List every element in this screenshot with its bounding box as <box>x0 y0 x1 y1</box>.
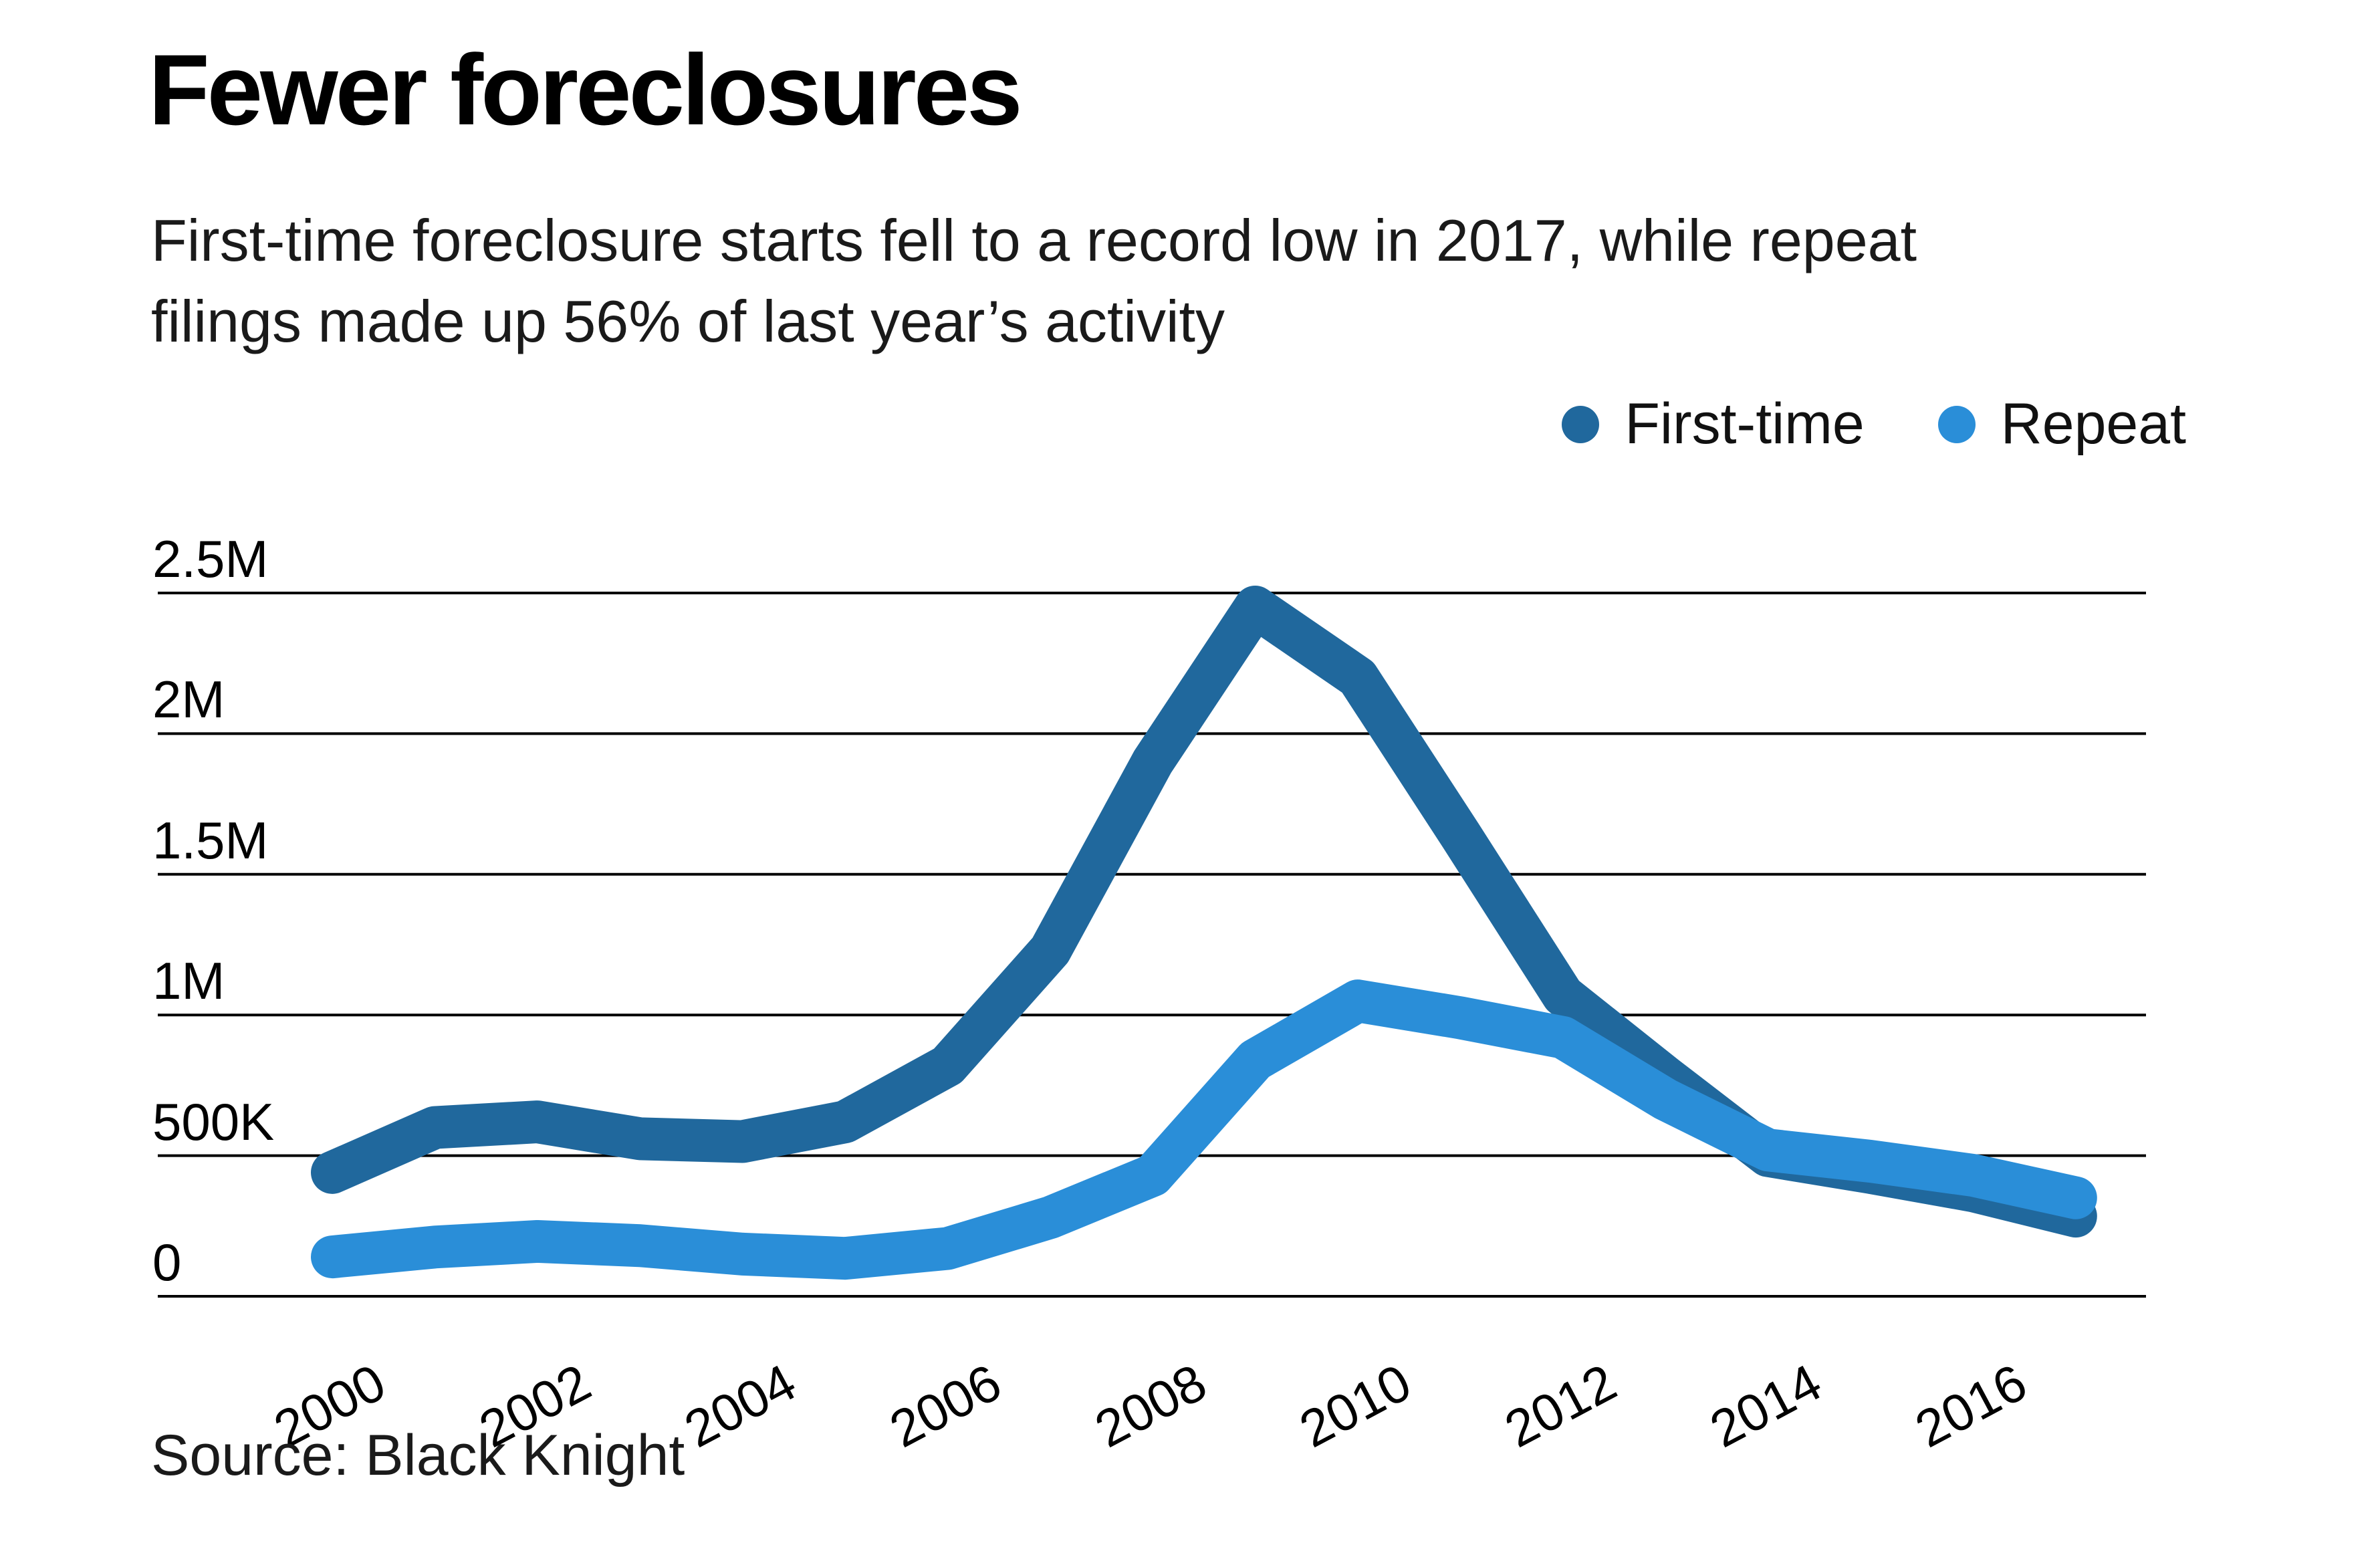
y-tick-label-2M: 2M <box>152 670 225 729</box>
y-tick-label-1.5M: 1.5M <box>152 810 269 870</box>
legend-item-repeat: Repeat <box>1937 391 2186 457</box>
y-tick-label-2.5M: 2.5M <box>152 529 269 588</box>
chart-legend: First-time Repeat <box>1562 391 2186 457</box>
page-subtitle: First-time foreclosure starts fell to a … <box>151 207 1917 354</box>
legend-label-repeat: Repeat <box>2000 392 2186 456</box>
legend-item-first-time: First-time <box>1562 391 1865 457</box>
y-tick-label-500K: 500K <box>152 1092 275 1151</box>
y-tick-label-1M: 1M <box>152 951 225 1011</box>
legend-label-first-time: First-time <box>1625 392 1865 456</box>
source-credit: Source: Black Knight <box>151 1423 685 1487</box>
series-line-repeat <box>311 979 2097 1280</box>
legend-dot-first-time-icon <box>1562 405 1600 443</box>
legend-dot-repeat-icon <box>1937 405 1976 443</box>
y-tick-label-0: 0 <box>152 1233 182 1292</box>
page-title: Fewer foreclosures <box>148 33 1023 146</box>
